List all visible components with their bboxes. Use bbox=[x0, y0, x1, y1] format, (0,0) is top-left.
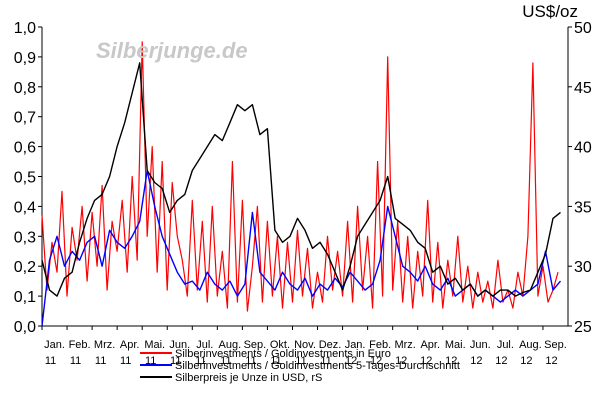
x-tick-year: 11 bbox=[195, 355, 206, 367]
y-left-tick-label: 0,9 bbox=[14, 50, 36, 67]
y-left-tick-label: 0,3 bbox=[14, 229, 36, 246]
x-tick-month: Apr. bbox=[420, 339, 440, 351]
y-left-tick-label: 1,0 bbox=[14, 20, 36, 37]
x-tick-month: Aug. bbox=[519, 339, 542, 351]
x-tick-month: Sep. bbox=[544, 339, 567, 351]
y-right-unit-label: US$/oz bbox=[522, 2, 578, 21]
x-tick-year: 11 bbox=[145, 355, 156, 367]
legend-label-1: Silberinvestments / Goldinvestments in E… bbox=[175, 348, 391, 360]
y-right-tick-label: 45 bbox=[574, 80, 592, 97]
x-tick-month: Jun. bbox=[169, 339, 190, 351]
x-tick-month: Jan. bbox=[345, 339, 366, 351]
watermark: Silberjunge.de bbox=[96, 38, 248, 63]
y-right-tick-label: 25 bbox=[574, 319, 592, 336]
x-tick-month: Sep. bbox=[244, 339, 267, 351]
x-tick-month: Dez. bbox=[319, 339, 342, 351]
x-tick-month: Okt. bbox=[270, 339, 290, 351]
y-right-tick-label: 50 bbox=[574, 20, 592, 37]
x-tick-year: 12 bbox=[545, 355, 557, 367]
x-tick-year: 11 bbox=[170, 355, 181, 367]
y-left-tick-label: 0,0 bbox=[14, 319, 36, 336]
y-left-tick-label: 0,5 bbox=[14, 170, 36, 187]
x-tick-month: Apr. bbox=[120, 339, 140, 351]
x-tick-year: 12 bbox=[470, 355, 482, 367]
x-tick-year: 11 bbox=[70, 355, 81, 367]
x-tick-month: Mai. bbox=[144, 339, 165, 351]
y-left-tick-label: 0,1 bbox=[14, 289, 36, 306]
x-tick-year: 11 bbox=[320, 355, 331, 367]
x-tick-year: 11 bbox=[245, 355, 256, 367]
x-tick-month: Jul. bbox=[497, 339, 514, 351]
series-line-3 bbox=[41, 62, 561, 297]
series-layer bbox=[41, 41, 562, 327]
x-tick-month: Mrz. bbox=[94, 339, 115, 351]
y-left-tick-label: 0,6 bbox=[14, 140, 36, 157]
x-tick-month: Jul. bbox=[196, 339, 213, 351]
x-tick-year: 12 bbox=[370, 355, 382, 367]
y-right-tick-label: 35 bbox=[574, 199, 592, 216]
series-line-1 bbox=[41, 41, 559, 312]
x-tick-year: 12 bbox=[395, 355, 407, 367]
x-tick-year: 12 bbox=[445, 355, 457, 367]
x-tick-year: 12 bbox=[345, 355, 357, 367]
axes bbox=[38, 26, 572, 330]
legend-label-2: Silberinvestments / Goldinvestments 5-Ta… bbox=[175, 360, 460, 372]
y-right-tick-label: 40 bbox=[574, 140, 592, 157]
x-tick-month: Jan. bbox=[44, 339, 65, 351]
y-left-tick-label: 0,2 bbox=[14, 259, 36, 276]
x-tick-year: 12 bbox=[495, 355, 507, 367]
x-tick-year: 11 bbox=[45, 355, 56, 367]
x-tick-year: 12 bbox=[520, 355, 532, 367]
x-tick-month: Feb. bbox=[69, 339, 91, 351]
y-right-tick-label: 30 bbox=[574, 259, 592, 276]
x-tick-year: 12 bbox=[420, 355, 432, 367]
labels-layer: 0,0 0,1 0,2 0,3 0,4 0,5 0,6 0,7 0,8 0,9 1,0 25 30 35 4… bbox=[14, 2, 592, 384]
x-tick-month: Mai. bbox=[445, 339, 466, 351]
x-tick-month: Nov. bbox=[294, 339, 316, 351]
x-tick-month: Aug. bbox=[219, 339, 242, 351]
x-tick-year: 11 bbox=[295, 355, 306, 367]
y-left-tick-label: 0,4 bbox=[14, 199, 36, 216]
x-tick-month: Jun. bbox=[470, 339, 491, 351]
legend-label-3: Silberpreis je Unze in USD, rS bbox=[175, 372, 322, 384]
x-tick-month: Feb. bbox=[369, 339, 391, 351]
y-left-tick-label: 0,8 bbox=[14, 80, 36, 97]
y-left-tick-label: 0,7 bbox=[14, 110, 36, 127]
x-tick-year: 11 bbox=[220, 355, 231, 367]
x-tick-month: Mrz. bbox=[394, 339, 415, 351]
x-tick-year: 11 bbox=[120, 355, 131, 367]
x-tick-year: 11 bbox=[270, 355, 281, 367]
x-tick-year: 11 bbox=[95, 355, 106, 367]
